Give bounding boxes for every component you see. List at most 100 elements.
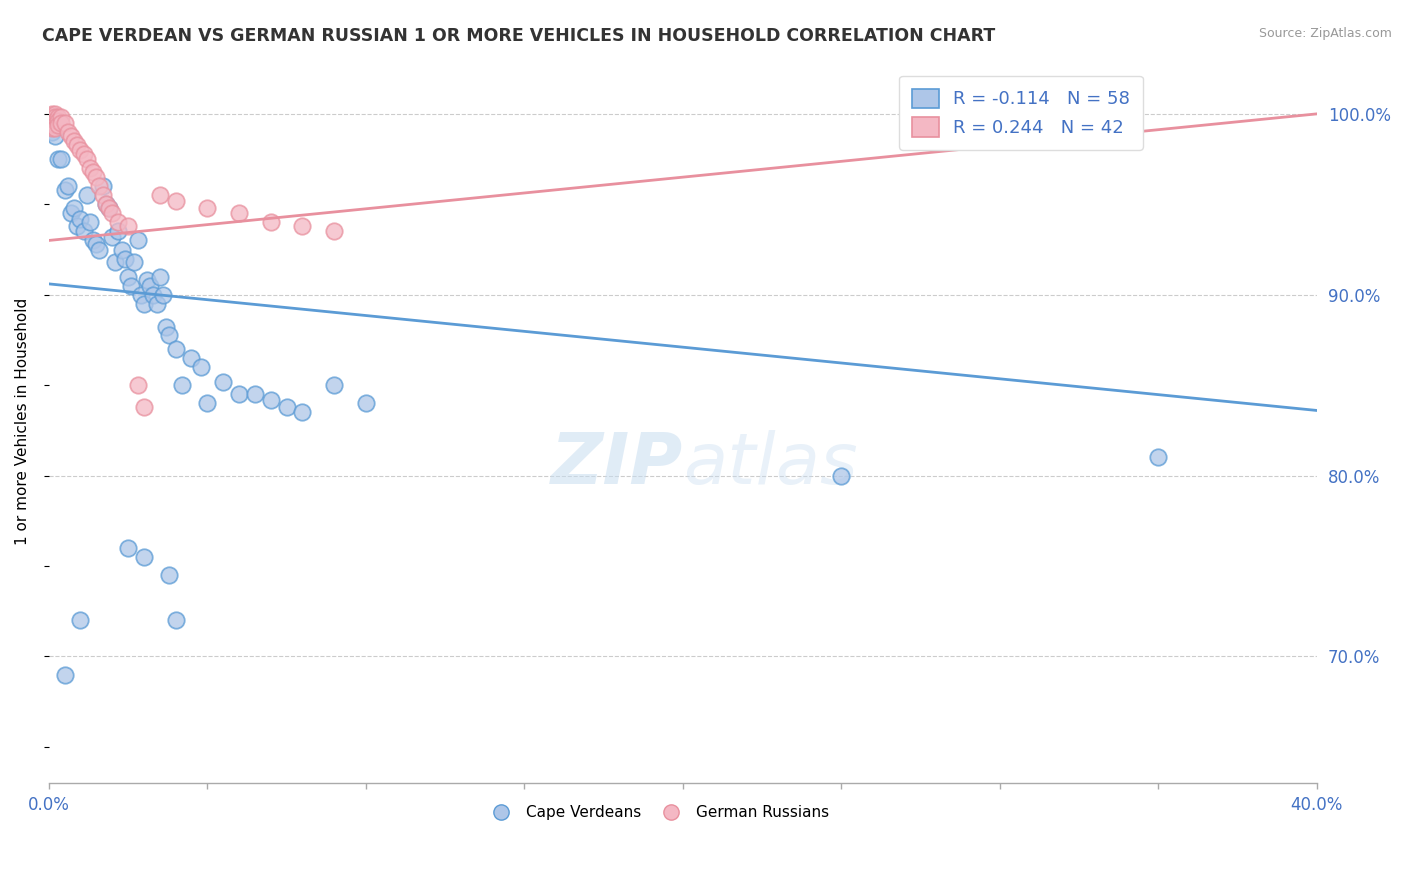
Point — [101, 206, 124, 220]
Text: CAPE VERDEAN VS GERMAN RUSSIAN 1 OR MORE VEHICLES IN HOUSEHOLD CORRELATION CHART: CAPE VERDEAN VS GERMAN RUSSIAN 1 OR MORE… — [42, 27, 995, 45]
Point — [127, 234, 149, 248]
Point — [44, 114, 66, 128]
Point — [136, 273, 159, 287]
Point — [104, 255, 127, 269]
Point — [149, 188, 172, 202]
Point — [180, 351, 202, 365]
Point — [63, 134, 86, 148]
Point — [44, 128, 66, 143]
Point — [124, 255, 146, 269]
Point — [132, 549, 155, 564]
Point — [59, 206, 82, 220]
Point — [41, 125, 63, 139]
Y-axis label: 1 or more Vehicles in Household: 1 or more Vehicles in Household — [15, 298, 30, 545]
Point — [82, 165, 104, 179]
Point — [145, 297, 167, 311]
Point — [41, 118, 63, 132]
Point — [56, 125, 79, 139]
Point — [354, 396, 377, 410]
Point — [107, 224, 129, 238]
Point — [212, 375, 235, 389]
Point — [82, 234, 104, 248]
Point — [195, 396, 218, 410]
Point — [190, 360, 212, 375]
Text: atlas: atlas — [683, 430, 858, 500]
Point — [94, 197, 117, 211]
Point — [117, 219, 139, 233]
Point — [91, 179, 114, 194]
Legend: Cape Verdeans, German Russians: Cape Verdeans, German Russians — [479, 799, 835, 826]
Point — [46, 118, 69, 132]
Text: Source: ZipAtlas.com: Source: ZipAtlas.com — [1258, 27, 1392, 40]
Point — [127, 378, 149, 392]
Point — [165, 613, 187, 627]
Point — [91, 188, 114, 202]
Point — [323, 378, 346, 392]
Point — [152, 287, 174, 301]
Point — [149, 269, 172, 284]
Point — [117, 269, 139, 284]
Point — [830, 468, 852, 483]
Point — [72, 146, 94, 161]
Point — [165, 342, 187, 356]
Point — [53, 667, 76, 681]
Point — [101, 230, 124, 244]
Point — [44, 111, 66, 125]
Point — [228, 206, 250, 220]
Point — [107, 215, 129, 229]
Point — [53, 183, 76, 197]
Point — [276, 400, 298, 414]
Point — [51, 152, 73, 166]
Point — [66, 137, 89, 152]
Point — [157, 568, 180, 582]
Point — [94, 197, 117, 211]
Point — [76, 152, 98, 166]
Point — [165, 194, 187, 208]
Point — [157, 327, 180, 342]
Point — [98, 201, 121, 215]
Point — [323, 224, 346, 238]
Point — [46, 111, 69, 125]
Point — [260, 215, 283, 229]
Point — [41, 121, 63, 136]
Point — [84, 170, 107, 185]
Point — [41, 114, 63, 128]
Point — [44, 107, 66, 121]
Point — [155, 320, 177, 334]
Point — [195, 201, 218, 215]
Point — [56, 179, 79, 194]
Point — [260, 392, 283, 407]
Point — [66, 219, 89, 233]
Point — [111, 243, 134, 257]
Point — [79, 215, 101, 229]
Point — [170, 378, 193, 392]
Point — [132, 297, 155, 311]
Point — [46, 114, 69, 128]
Point — [142, 287, 165, 301]
Point — [1147, 450, 1170, 465]
Point — [59, 128, 82, 143]
Point — [89, 179, 111, 194]
Point — [98, 201, 121, 215]
Point — [291, 219, 314, 233]
Point — [132, 400, 155, 414]
Point — [84, 237, 107, 252]
Point — [79, 161, 101, 175]
Point — [51, 111, 73, 125]
Point — [53, 116, 76, 130]
Point — [114, 252, 136, 266]
Text: ZIP: ZIP — [551, 430, 683, 500]
Point — [69, 613, 91, 627]
Point — [63, 201, 86, 215]
Point — [44, 121, 66, 136]
Point — [129, 287, 152, 301]
Point — [72, 224, 94, 238]
Point — [139, 278, 162, 293]
Point — [228, 387, 250, 401]
Point — [46, 152, 69, 166]
Point — [243, 387, 266, 401]
Point — [117, 541, 139, 555]
Point — [76, 188, 98, 202]
Point — [44, 118, 66, 132]
Point — [89, 243, 111, 257]
